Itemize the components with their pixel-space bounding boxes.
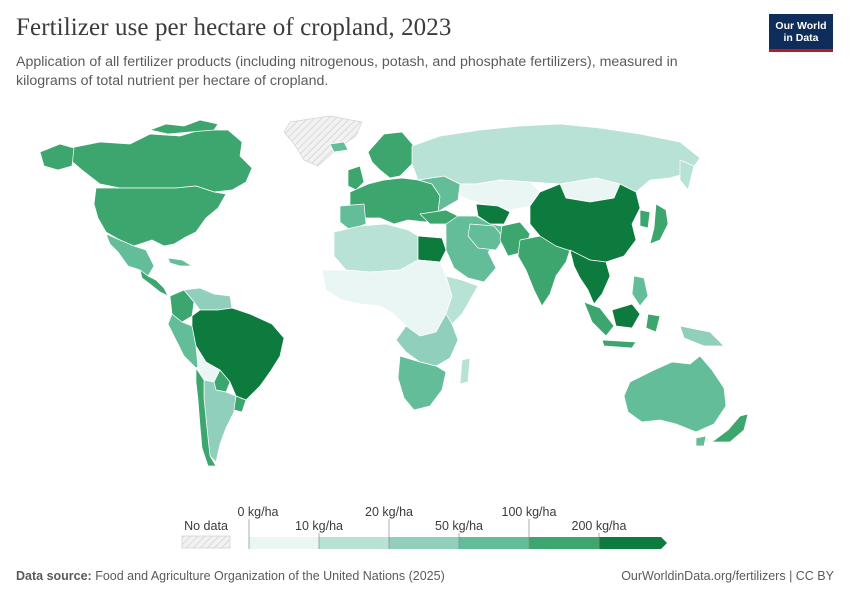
- legend-no-data-swatch[interactable]: [181, 535, 231, 549]
- legend-label-50: 50 kg/ha: [435, 519, 483, 533]
- logo-line-1: Our World: [775, 20, 827, 32]
- region-caribbean[interactable]: [167, 257, 193, 267]
- region-southern-africa[interactable]: [397, 355, 447, 411]
- region-borneo[interactable]: [611, 303, 641, 329]
- region-egypt[interactable]: [417, 235, 447, 263]
- region-united-states[interactable]: [93, 185, 227, 247]
- logo-line-2: in Data: [783, 32, 819, 44]
- legend-label-200: 200 kg/ha: [572, 519, 627, 533]
- region-uruguay[interactable]: [233, 395, 247, 413]
- world-map[interactable]: [0, 100, 850, 500]
- region-southeast-asia[interactable]: [569, 249, 611, 305]
- region-korea[interactable]: [639, 209, 651, 229]
- legend-bin-0-10[interactable]: [249, 537, 319, 549]
- footer-link[interactable]: OurWorldinData.org/fertilizers | CC BY: [621, 569, 834, 583]
- region-north-africa[interactable]: [333, 223, 419, 273]
- footer: Data source: Food and Agriculture Organi…: [16, 569, 834, 583]
- region-west-africa[interactable]: [321, 259, 453, 337]
- region-russia[interactable]: [411, 123, 701, 193]
- legend-bin-50-100[interactable]: [459, 537, 529, 549]
- region-madagascar[interactable]: [459, 357, 471, 385]
- region-east-africa[interactable]: [445, 275, 479, 325]
- legend-bin-10-20[interactable]: [319, 537, 389, 549]
- region-chile[interactable]: [195, 367, 217, 467]
- region-iran[interactable]: [467, 223, 505, 251]
- legend-label-10: 10 kg/ha: [295, 519, 343, 533]
- source-label: Data source:: [16, 569, 92, 583]
- chart-title: Fertilizer use per hectare of cropland, …: [16, 14, 452, 41]
- region-scandinavia[interactable]: [367, 131, 415, 179]
- chart-subtitle: Application of all fertilizer products (…: [16, 54, 678, 89]
- region-alaska[interactable]: [39, 143, 75, 171]
- source-text[interactable]: Food and Agriculture Organization of the…: [95, 569, 445, 583]
- legend-bin-100-200[interactable]: [529, 537, 599, 549]
- region-canada[interactable]: [67, 129, 253, 193]
- region-greenland[interactable]: [283, 115, 363, 167]
- region-new-guinea[interactable]: [679, 325, 725, 347]
- legend: No data 0 kg/ha 20 kg/ha 100 kg/ha 10 kg…: [0, 500, 850, 560]
- region-iceland[interactable]: [329, 141, 349, 153]
- region-japan[interactable]: [649, 203, 669, 245]
- region-uk[interactable]: [347, 165, 365, 191]
- legend-no-data-label: No data: [184, 519, 228, 533]
- region-philippines[interactable]: [631, 275, 649, 307]
- legend-bin-200-plus[interactable]: [599, 537, 667, 549]
- region-kazakhstan[interactable]: [459, 179, 541, 211]
- region-central-southern-africa[interactable]: [395, 313, 459, 367]
- region-australia[interactable]: [623, 355, 727, 433]
- region-sulawesi[interactable]: [645, 313, 661, 333]
- legend-bin-20-50[interactable]: [389, 537, 459, 549]
- region-uzbekistan[interactable]: [475, 203, 511, 225]
- region-china[interactable]: [529, 183, 641, 263]
- region-indonesia[interactable]: [583, 301, 615, 337]
- region-central-america[interactable]: [139, 269, 169, 297]
- region-kamchatka[interactable]: [679, 159, 695, 191]
- legend-label-20: 20 kg/ha: [365, 505, 413, 519]
- region-canada-arctic[interactable]: [149, 119, 219, 135]
- owid-logo[interactable]: Our World in Data: [769, 14, 833, 52]
- legend-svg: No data 0 kg/ha 20 kg/ha 100 kg/ha 10 kg…: [181, 505, 667, 549]
- region-tasmania[interactable]: [695, 435, 707, 447]
- region-new-zealand[interactable]: [711, 413, 749, 443]
- legend-label-0: 0 kg/ha: [237, 505, 278, 519]
- region-java[interactable]: [601, 339, 637, 349]
- world-map-svg: [39, 115, 749, 467]
- legend-label-100: 100 kg/ha: [502, 505, 557, 519]
